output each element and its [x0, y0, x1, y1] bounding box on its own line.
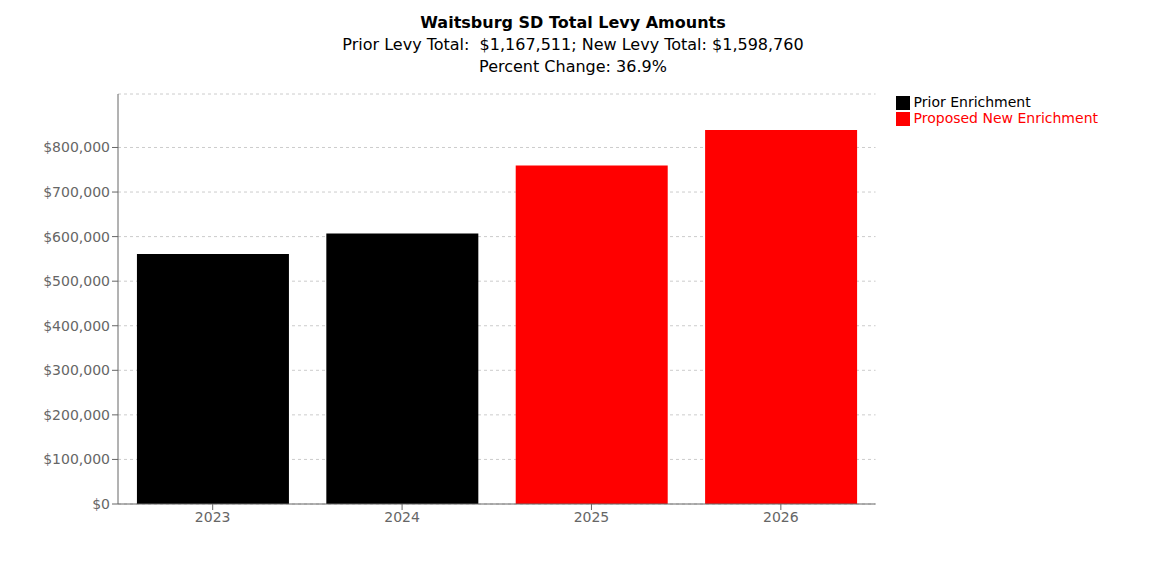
svg-text:$300,000: $300,000 — [43, 362, 110, 378]
svg-text:2023: 2023 — [195, 509, 231, 525]
svg-text:2024: 2024 — [384, 509, 420, 525]
svg-text:$700,000: $700,000 — [43, 184, 110, 200]
svg-text:$600,000: $600,000 — [43, 229, 110, 245]
html-text:Waitsburg SD Total Levy Amount: Waitsburg SD Total Levy Amounts — [420, 13, 726, 32]
html-text:Percent Change: 36.9%: Percent Change: 36.9% — [479, 57, 667, 76]
html-text:Proposed New Enrichment: Proposed New Enrichment — [913, 110, 1098, 126]
svg-text:2025: 2025 — [574, 509, 610, 525]
svg-text:$800,000: $800,000 — [43, 139, 110, 155]
svg-text:$200,000: $200,000 — [43, 407, 110, 423]
svg-text:2026: 2026 — [763, 509, 799, 525]
svg-text:$0: $0 — [92, 496, 110, 512]
html-text:Prior Enrichment: Prior Enrichment — [913, 94, 1031, 110]
svg-text:$500,000: $500,000 — [43, 273, 110, 289]
svg-text:$400,000: $400,000 — [43, 318, 110, 334]
svg-text:$100,000: $100,000 — [43, 451, 110, 467]
html-text:Prior Levy Total: $1,167,511;: Prior Levy Total: $1,167,511; New Levy T… — [342, 35, 804, 54]
